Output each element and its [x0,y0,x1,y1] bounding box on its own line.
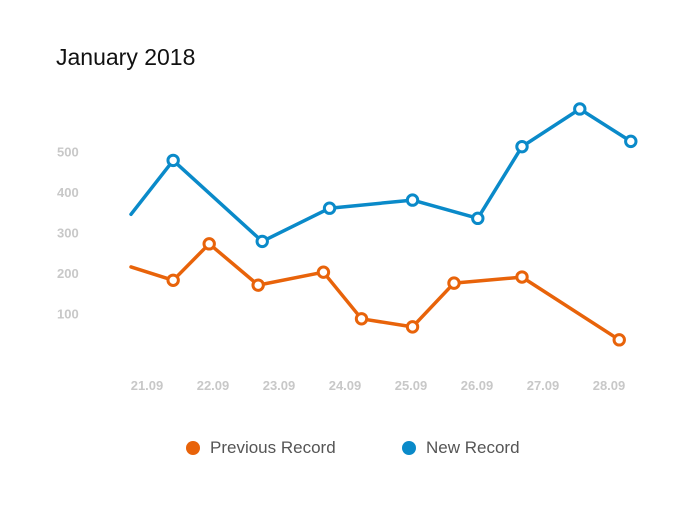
y-tick-label: 500 [57,145,79,160]
data-point[interactable] [354,312,369,326]
series-markers [166,102,638,347]
x-tick-label: 21.09 [131,378,164,393]
data-point[interactable] [515,139,529,154]
x-axis-ticks: 21.09 22.09 23.09 24.09 25.09 26.09 27.09 28.09 [131,378,626,393]
data-point[interactable] [255,234,269,249]
data-point[interactable] [405,193,420,207]
data-point[interactable] [447,276,461,290]
data-point[interactable] [624,134,638,149]
y-tick-label: 400 [57,185,79,200]
data-point[interactable] [251,278,265,292]
y-axis-ticks: 100 200 300 400 500 [57,145,79,322]
x-tick-label: 24.09 [329,378,362,393]
data-point[interactable] [471,211,485,226]
chart-title: January 2018 [56,44,196,70]
data-point[interactable] [166,153,180,168]
y-tick-label: 100 [57,307,79,322]
legend-label-previous-record: Previous Record [210,438,336,457]
data-point[interactable] [612,333,626,347]
y-tick-label: 200 [57,266,79,281]
x-tick-label: 28.09 [593,378,626,393]
data-point[interactable] [316,265,331,279]
series-line-new-record [129,107,633,244]
x-tick-label: 22.09 [197,378,230,393]
data-point[interactable] [202,237,216,251]
data-point[interactable] [573,102,587,116]
series-line-previous-record [129,242,621,342]
data-point[interactable] [405,320,420,334]
x-tick-label: 25.09 [395,378,428,393]
data-point[interactable] [515,270,529,284]
data-point[interactable] [322,201,337,215]
x-tick-label: 26.09 [461,378,494,393]
legend-swatch-previous-record [186,441,200,455]
y-tick-label: 300 [57,226,79,241]
legend-item-previous-record[interactable]: Previous Record [186,438,336,458]
x-tick-label: 27.09 [527,378,560,393]
legend-swatch-new-record [402,441,416,455]
legend-item-new-record[interactable]: New Record [402,438,520,458]
data-point[interactable] [166,273,180,287]
legend: Previous Record New Record [0,438,686,462]
legend-label-new-record: New Record [426,438,520,457]
series-lines [129,107,633,342]
x-tick-label: 23.09 [263,378,296,393]
